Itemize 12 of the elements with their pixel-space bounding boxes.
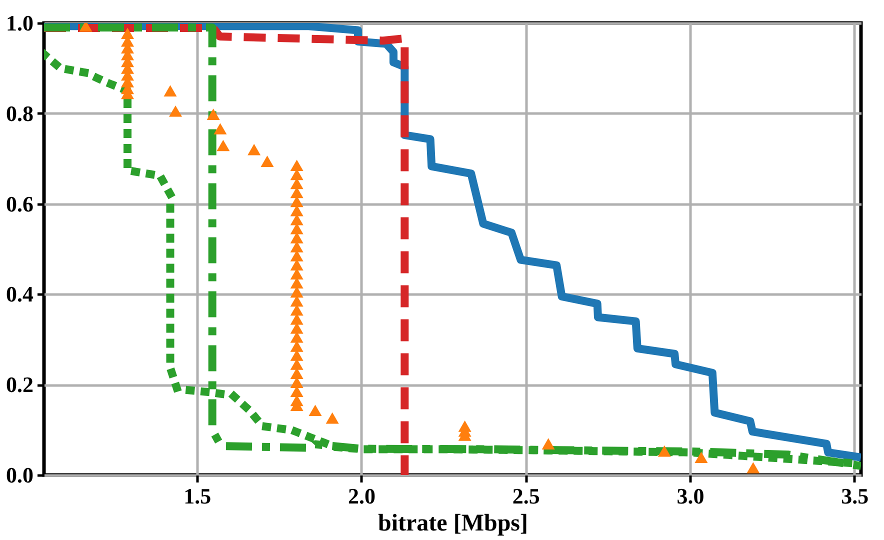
y-tick-label: 0.8 — [6, 100, 34, 126]
x-tick-label: 3.0 — [676, 484, 704, 508]
y-tick-label: 0.2 — [6, 372, 34, 398]
x-tick-label: 3.5 — [841, 484, 869, 508]
x-tick-label: 1.5 — [184, 484, 212, 508]
y-tick-label: 0.0 — [6, 462, 34, 488]
x-tick-label: 2.5 — [512, 484, 540, 508]
x-axis-title: bitrate [Mbps] — [378, 510, 528, 536]
y-tick-label: 0.4 — [6, 282, 34, 307]
y-tick-label: 1.0 — [6, 10, 34, 36]
y-tick-label: 0.6 — [6, 191, 34, 216]
x-tick-label: 2.0 — [348, 484, 376, 508]
